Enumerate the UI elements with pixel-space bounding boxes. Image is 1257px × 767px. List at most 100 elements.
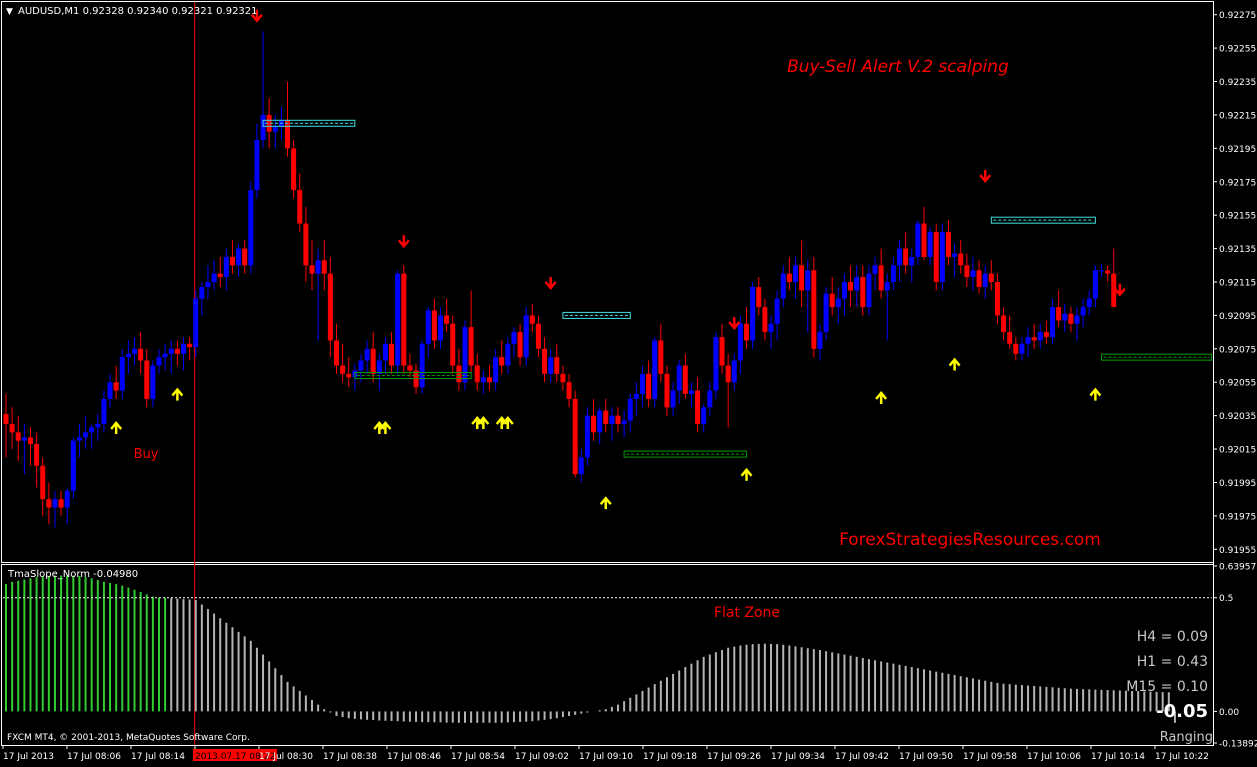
candle-body: [529, 315, 535, 324]
candle-body: [266, 114, 272, 132]
candle-body: [915, 223, 921, 257]
price-tick-label: 0.92255: [1219, 45, 1256, 55]
candle-body: [285, 119, 291, 149]
candle-body: [333, 340, 339, 366]
candle-body: [431, 310, 437, 341]
slope-tick-label: 0.63957: [1219, 563, 1256, 573]
candle-body: [125, 353, 131, 358]
support-zone: [623, 450, 748, 458]
indicator-panel[interactable]: [0, 565, 1257, 745]
candle-body: [58, 499, 64, 508]
candle-body: [444, 315, 450, 324]
candle-body: [83, 432, 89, 438]
candle-body: [633, 393, 639, 399]
candle-body: [119, 357, 125, 391]
candle-body: [542, 348, 548, 374]
candle-body: [688, 390, 694, 394]
buy-arrow-icon: [1089, 387, 1102, 397]
price-tick-label: 0.91955: [1219, 546, 1256, 556]
candle-body: [762, 307, 768, 333]
collapse-triangle-icon[interactable]: ▼: [6, 7, 13, 17]
candle-body: [866, 273, 872, 308]
price-tick-label: 0.92155: [1219, 212, 1256, 222]
slope-tick-label: -0.13892: [1219, 740, 1257, 750]
symbol-header: AUDUSD,M1 0.92328 0.92340 0.92321 0.9232…: [18, 6, 258, 17]
candle-body: [627, 398, 633, 421]
time-tick-label: 17 Jul 10:14: [1091, 752, 1145, 762]
candle-body: [676, 365, 682, 391]
price-tick-label: 0.92055: [1219, 379, 1256, 389]
candle-body: [835, 298, 841, 308]
buy-arrow-icon: [477, 416, 490, 425]
candle-body: [1080, 307, 1086, 316]
candle-body: [346, 373, 352, 378]
candle-body: [988, 273, 994, 282]
time-tick-label: 17 Jul 2013: [3, 752, 54, 762]
candle-body: [419, 343, 425, 388]
candle-body: [474, 365, 480, 383]
time-tick-label: 17 Jul 09:02: [515, 752, 569, 762]
candle-body: [450, 323, 456, 366]
buy-arrow-icon: [501, 416, 514, 425]
cursor-time-badge[interactable]: [193, 749, 277, 761]
candle-body: [211, 273, 217, 282]
candle-body: [156, 357, 162, 366]
candle-body: [1037, 332, 1043, 341]
watermark: ForexStrategiesResources.com: [839, 530, 1101, 550]
candle-body: [229, 256, 235, 266]
candle-body: [1007, 332, 1013, 344]
time-tick-label: 17 Jul 08:38: [323, 752, 377, 762]
candle-body: [805, 270, 811, 291]
candle-body: [358, 360, 364, 371]
candle-body: [113, 382, 119, 391]
candle-body: [572, 398, 578, 475]
candle-body: [505, 343, 511, 366]
candle-body: [652, 340, 658, 399]
candle-body: [1074, 315, 1080, 324]
time-tick-label: 17 Jul 08:30: [259, 752, 313, 762]
slope-tick-label: 0.00: [1219, 708, 1239, 718]
candle-body: [205, 282, 211, 288]
candle-body: [566, 382, 572, 399]
candle-body: [854, 276, 860, 291]
candle-body: [64, 490, 70, 508]
price-tick-label: 0.92235: [1219, 78, 1256, 88]
resistance-zone: [990, 216, 1096, 224]
candle-body: [364, 348, 370, 361]
price-tick-label: 0.92075: [1219, 345, 1256, 355]
candle-body: [132, 348, 138, 354]
candle-body: [236, 248, 242, 266]
candle-body: [737, 323, 743, 361]
candle-body: [560, 373, 566, 383]
candle-body: [493, 357, 499, 383]
candle-body: [199, 287, 205, 299]
tf-h1-value: H1 = 0.43: [1137, 654, 1208, 670]
candle-body: [52, 499, 58, 508]
candle-body: [799, 265, 805, 291]
resistance-zone: [562, 311, 631, 319]
candle-body: [382, 343, 388, 361]
main-panel[interactable]: [0, 0, 1257, 563]
candle-body: [792, 265, 798, 282]
candle-body: [646, 373, 652, 399]
time-tick-label: 17 Jul 09:58: [963, 752, 1017, 762]
candle-body: [890, 265, 896, 282]
candle-body: [976, 270, 982, 288]
candle-body: [9, 424, 15, 433]
time-tick-label: 17 Jul 09:42: [835, 752, 889, 762]
candle-body: [76, 437, 82, 441]
candle-body: [933, 231, 939, 282]
candle-body: [829, 293, 835, 308]
candle-body: [107, 382, 113, 399]
candle-body: [511, 332, 517, 344]
time-tick-label: 17 Jul 08:46: [387, 752, 441, 762]
buy-arrow-icon: [599, 496, 612, 505]
candle-body: [768, 323, 774, 333]
price-tick-label: 0.92135: [1219, 245, 1256, 255]
buy-arrow-icon: [110, 421, 123, 430]
candle-body: [309, 265, 315, 274]
candle-body: [3, 413, 9, 425]
candle-body: [670, 390, 676, 408]
candle-body: [841, 282, 847, 299]
